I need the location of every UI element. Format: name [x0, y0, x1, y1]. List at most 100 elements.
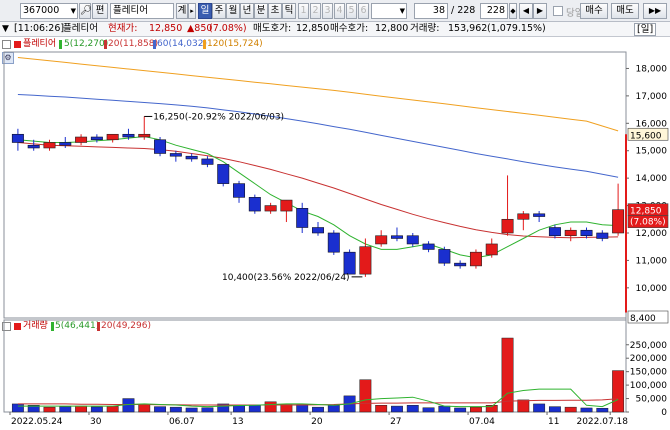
x-tick-label: 2022.05.24: [11, 417, 63, 427]
candle-body: [438, 249, 451, 264]
candle-body: [485, 243, 498, 256]
volume-bar: [11, 403, 24, 413]
page-current-input[interactable]: 38: [414, 3, 448, 19]
price-tick-label: 12,000: [636, 229, 668, 239]
ma120-price-badge: 15,600: [630, 131, 662, 141]
high-annotation: 16,250(-20.92% 2022/06/03): [153, 112, 284, 122]
candle-body: [517, 213, 530, 220]
volume-bar: [501, 337, 514, 413]
volume-bar: [75, 405, 88, 413]
price-tick-label: 16,000: [636, 119, 668, 129]
ma60-line: [17, 94, 619, 178]
volume-tick-label: 200,000: [630, 354, 667, 364]
volume-label: 거래량:: [410, 23, 440, 34]
interval-5-button[interactable]: 5: [346, 3, 357, 19]
volume-bar: [217, 403, 230, 413]
period-year-tab[interactable]: 년: [240, 3, 254, 19]
legend-ma120: 120(15,724): [207, 39, 263, 49]
interval-2-button[interactable]: 2: [310, 3, 321, 19]
legend-ma20-swatch: [104, 40, 107, 49]
period-month-tab[interactable]: 월: [226, 3, 240, 19]
volume-tick-label: 250,000: [630, 341, 667, 351]
current-pct-badge-bg: [627, 215, 669, 228]
interval-1-button[interactable]: 1: [298, 3, 309, 19]
candle-body: [296, 208, 309, 228]
volume-bar: [248, 405, 261, 413]
candle-body: [106, 133, 119, 141]
volume-bar: [90, 406, 103, 413]
page-count-input[interactable]: 228: [480, 3, 508, 19]
period-tick-tab[interactable]: 틱: [282, 3, 296, 19]
candle-body: [43, 142, 56, 149]
volume-legend-ma20-swatch: [97, 322, 100, 331]
legend-ma5: 5(12,270): [64, 39, 109, 49]
price-tick-label: 17,000: [636, 92, 668, 102]
volume-bar: [359, 379, 372, 413]
x-tick-label: 2022.07.18: [576, 417, 628, 427]
candle-body: [233, 183, 246, 198]
candle-body: [375, 235, 388, 245]
x-tick-label: 20: [311, 417, 323, 427]
volume-bar: [106, 406, 119, 413]
interval-4-button[interactable]: 4: [334, 3, 345, 19]
price-tick-label: 15,000: [636, 147, 668, 157]
volume-bar: [596, 407, 609, 413]
price-tick-label: 18,000: [636, 64, 668, 74]
candle-body: [501, 218, 514, 234]
volume-legend: 거래량 5(46,441) 20(49,296): [0, 320, 200, 333]
stock-code-input[interactable]: 367000 ▼: [20, 3, 78, 19]
scroll-right-icon[interactable]: ▶: [533, 3, 547, 19]
interval-3-button[interactable]: 3: [322, 3, 333, 19]
unit-day-badge[interactable]: [일]: [634, 23, 657, 36]
x-tick-label: 30: [90, 417, 102, 427]
x-tick-label: 07.04: [469, 417, 495, 427]
arrow-right-icon[interactable]: ▸: [188, 3, 196, 19]
spinner-icon[interactable]: ◆: [509, 3, 517, 19]
price-tick-label: 14,000: [636, 174, 668, 184]
volume-legend-checkbox[interactable]: [2, 322, 11, 331]
candle-body: [75, 136, 88, 143]
volume-bar: [391, 405, 403, 413]
volume-legend-ma20: 20(49,296): [101, 321, 151, 331]
stock-name-field[interactable]: 플레티어: [110, 3, 174, 19]
volume-bar: [233, 405, 245, 413]
volume-bar: [454, 407, 467, 413]
candle-body: [612, 209, 625, 234]
buy-button[interactable]: 매수: [580, 3, 608, 19]
period-day-tab[interactable]: 일: [198, 3, 212, 19]
candle-body: [27, 144, 40, 149]
sell-button[interactable]: 매도: [611, 3, 639, 19]
candle-body: [564, 229, 577, 237]
quote-time: [11:06:26]: [14, 23, 65, 34]
ma120-line: [17, 57, 619, 132]
page-count-value: 228: [486, 5, 505, 16]
quote-info-bar: ▼ [11:06:26] 플레티어 현재가: 12,850 ▲850 (7.08…: [0, 22, 670, 37]
legend-ma5-swatch: [59, 40, 62, 49]
candle-body: [264, 205, 277, 212]
type-button[interactable]: 편: [92, 3, 108, 19]
period-second-tab[interactable]: 초: [268, 3, 282, 19]
search-icon[interactable]: 🔎︎: [79, 3, 92, 19]
bid-price: 12,800: [375, 23, 409, 34]
interval-select[interactable]: ▼: [371, 3, 407, 19]
candle-body: [11, 133, 24, 143]
collapse-icon[interactable]: ▼: [2, 24, 9, 34]
chevron-down-icon[interactable]: ▼: [399, 7, 405, 15]
candle-body: [596, 232, 609, 239]
chevron-down-icon[interactable]: ▼: [70, 7, 76, 15]
volume-bar: [470, 406, 482, 413]
scroll-left-icon[interactable]: ◀: [519, 3, 533, 19]
legend-checkbox[interactable]: [2, 40, 11, 49]
today-checkbox[interactable]: [553, 6, 563, 16]
volume-bar: [264, 401, 277, 413]
period-minute-tab[interactable]: 분: [254, 3, 268, 19]
candle-body: [312, 227, 324, 234]
period-week-tab[interactable]: 주: [212, 3, 226, 19]
current-price-label: 현재가:: [108, 23, 138, 34]
volume-bar: [327, 405, 340, 413]
gye-button[interactable]: 계: [176, 3, 188, 19]
x-tick-label: 11: [548, 417, 559, 427]
interval-6-button[interactable]: 6: [358, 3, 369, 19]
more-icon[interactable]: ▶▶: [643, 3, 667, 19]
